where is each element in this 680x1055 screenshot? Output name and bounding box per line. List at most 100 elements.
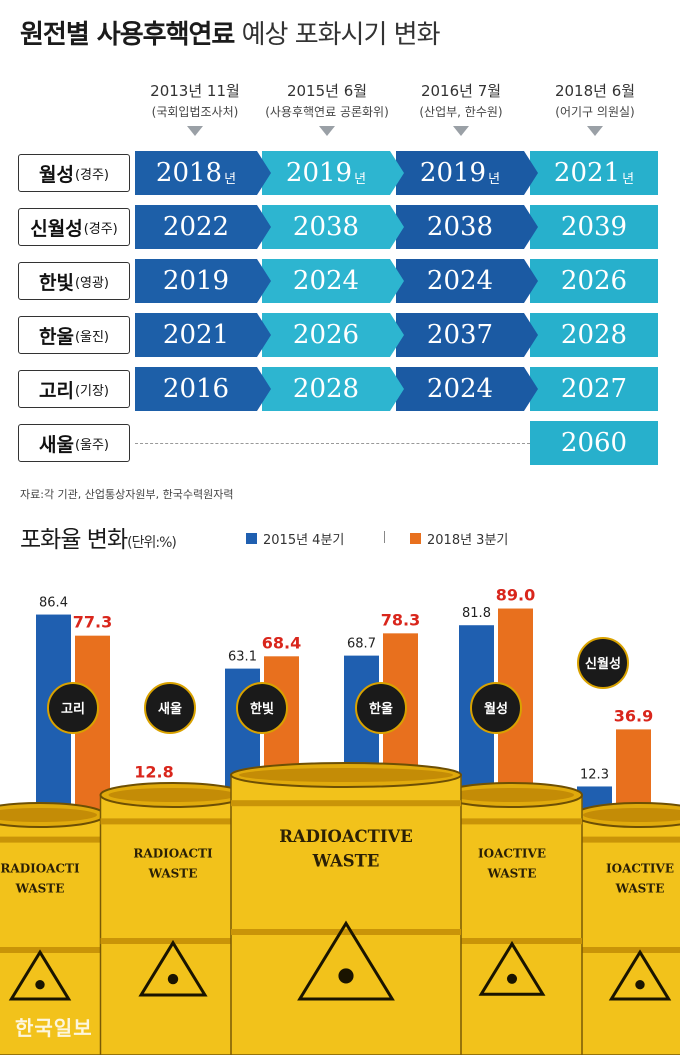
forecast-year: 2022 [162,212,230,242]
empty-period-line [135,443,530,444]
forecast-cell: 2018 년 [135,151,257,195]
barrel-right [574,814,680,1055]
source-note: 자료:각 기관, 산업통상자원부, 한국수력원자력 [20,488,234,501]
radiation-symbol-icon [635,980,645,990]
legend-2018: 2018년 3분기 [410,529,508,548]
forecast-cell: 2021 년 [530,151,658,195]
plant-name: 고리 [38,379,74,402]
flow-arrow-icon [390,313,404,357]
year-unit: 년 [622,171,635,187]
plant-name: 신월성 [30,217,83,240]
forecast-cell: 2060 [530,421,658,465]
forecast-cell: 2024 [396,259,524,303]
bar-value-label: 68.7 [347,637,376,652]
column-header-1: 2015년 6월 (사용후핵연료 공론화위) [262,80,392,136]
forecast-cell: 2019 년 [396,151,524,195]
barrel-mid-right-ring [442,818,582,825]
bar-value-label: 78.3 [381,610,420,629]
down-arrow-icon [187,126,203,136]
flow-arrow-icon [524,313,538,357]
radiation-warning-icon [297,920,395,1001]
forecast-cell: 2028 [262,367,390,411]
category-label: 월성 [484,701,508,717]
forecast-cell: 2039 [530,205,658,249]
column-header-2: 2016년 7월 (산업부, 한수원) [396,80,526,136]
legend-2015: 2015년 4분기 [246,529,344,548]
barrel-center [230,774,462,1055]
plant-region: (경주) [83,221,118,237]
row-label: 한울 (울진) [18,316,130,354]
forecast-year: 2024 [426,374,494,404]
bar-value-label: 89.0 [496,586,535,605]
category-badge [470,682,522,734]
forecast-year: 2038 [426,212,494,242]
forecast-cell: 2024 [396,367,524,411]
radiation-warning-icon [138,939,208,997]
row-label: 고리 (기장) [18,370,130,408]
forecast-year: 2021 [553,158,621,188]
column-year: 2018년 6월 [554,82,636,100]
column-source: (국회입법조사처) [151,105,239,119]
forecast-year: 2026 [292,320,360,350]
forecast-year: 2019 [419,158,487,188]
row-label: 월성 (경주) [18,154,130,192]
barrel-left-lid-inner [0,808,97,822]
flow-arrow-icon [390,367,404,411]
flow-arrow-icon [257,205,271,249]
barrel-mid-left-lid-inner [108,788,238,802]
barrel-right-ring [575,947,680,953]
forecast-cell: 2026 [530,259,658,303]
column-header-0: 2013년 11월 (국회입법조사처) [130,80,260,136]
plant-region: (기장) [74,383,110,399]
down-arrow-icon [319,126,335,136]
radiation-symbol-icon [167,973,179,985]
watermark: 한국일보 [15,1016,93,1040]
column-source: (산업부, 한수원) [419,105,503,119]
radiation-symbol-icon [338,968,354,984]
barrel-center-lid-inner [239,768,453,782]
barrel-left-ring [0,947,105,953]
category-label: 한울 [369,701,393,717]
forecast-cell: 2024 [262,259,390,303]
forecast-cell: 2028 [530,313,658,357]
category-label: 새울 [158,701,182,717]
radiation-warning-icon [478,940,546,996]
bar-value-label: 81.8 [462,606,491,621]
barrel-label: WASTE [615,882,665,896]
forecast-year: 2016 [162,374,230,404]
forecast-cell: 2016 [135,367,257,411]
category-badge [47,682,99,734]
barrel-right-ring [575,836,680,843]
flow-arrow-icon [524,151,538,195]
bar-value-label: 36.9 [614,706,653,725]
year-unit: 년 [488,171,501,187]
barrel-label: RADIOACTI [0,862,80,876]
barrel-label: IOACTIVE [606,862,674,876]
flow-arrow-icon [257,367,271,411]
column-year: 2013년 11월 [150,82,240,100]
forecast-cell: 2022 [135,205,257,249]
down-arrow-icon [453,126,469,136]
forecast-cell: 2037 [396,313,524,357]
plant-name: 한울 [38,325,74,348]
page-title: 원전별 사용후핵연료 예상 포화시기 변화 [20,20,440,50]
flow-arrow-icon [390,151,404,195]
forecast-year: 2021 [162,320,230,350]
forecast-year: 2024 [292,266,360,296]
category-badge [144,682,196,734]
forecast-year: 2028 [292,374,360,404]
category-label: 고리 [61,701,85,717]
category-label: 한빛 [250,701,274,717]
flow-arrow-icon [257,313,271,357]
barrel-mid-left [99,794,247,1055]
flow-arrow-icon [524,205,538,249]
chart-title: 포화율 변화(단위:%) [20,527,177,553]
bar-value-label: 68.4 [262,633,301,652]
radiation-symbol-icon [35,980,45,990]
year-unit: 년 [354,171,367,187]
flow-arrow-icon [257,259,271,303]
column-header-3: 2018년 6월 (어기구 의원실) [530,80,660,136]
barrel-mid-right-lid-inner [450,788,574,802]
down-arrow-icon [587,126,603,136]
flow-arrow-icon [524,259,538,303]
